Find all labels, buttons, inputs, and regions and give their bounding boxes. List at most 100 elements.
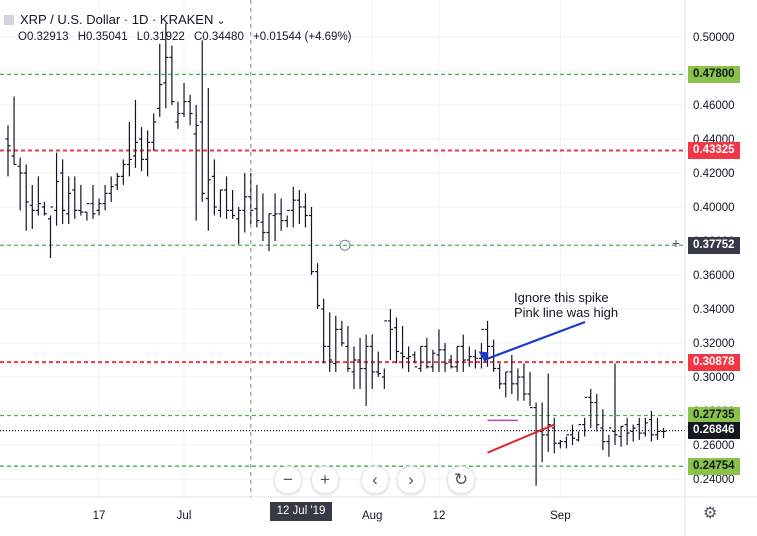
annotation-line-2: Pink line was high <box>514 305 619 320</box>
y-tick-label: 0.40000 <box>693 202 735 214</box>
high-value: H0.35041 <box>77 31 128 43</box>
drawings <box>250 0 586 497</box>
ohlc-bar <box>157 43 163 117</box>
ohlc-bar <box>636 417 642 440</box>
ohlc-bar <box>205 88 211 231</box>
ohlc-bar <box>187 94 193 126</box>
ohlc-bar <box>242 173 248 233</box>
ohlc-bar <box>618 425 624 447</box>
ohlc-bar <box>132 99 138 168</box>
gear-icon[interactable]: ⚙ <box>703 505 718 522</box>
ohlc-bar <box>35 176 41 216</box>
ohlc-bar <box>254 184 260 228</box>
price-label: 0.47800 <box>688 65 740 83</box>
x-tick-label: 12 <box>433 510 446 522</box>
x-tick-label: Aug <box>362 510 382 522</box>
add-alert-icon[interactable]: + <box>671 235 681 251</box>
annotation-line-1: Ignore this spike <box>514 290 609 305</box>
ohlc-bar <box>436 329 442 372</box>
ohlc-bar <box>387 309 393 360</box>
ohlc-bar <box>612 363 618 445</box>
ohlc-bar <box>381 320 387 389</box>
ohlc-bar <box>527 371 533 409</box>
price-label: 0.24754 <box>688 457 740 475</box>
close-value: C0.34480 <box>193 31 244 43</box>
symbol-header[interactable]: XRP / U.S. Dollar · 1D · KRAKEN ⌄ <box>4 12 226 27</box>
ohlc-bar <box>211 159 217 216</box>
ohlc-bar <box>642 417 648 437</box>
zoom-in-button[interactable]: + <box>311 466 339 494</box>
price-label: 0.37752 <box>688 236 740 254</box>
ohlc-bar <box>406 346 412 372</box>
ohlc-bars <box>5 23 667 486</box>
y-tick-label: 0.26000 <box>693 440 735 452</box>
ohlc-bar <box>369 334 375 389</box>
x-tick-label: 17 <box>93 510 106 522</box>
ohlc-bar <box>181 82 187 117</box>
ohlc-bar <box>66 176 72 224</box>
ohlc-bar <box>357 337 363 389</box>
ohlc-bar <box>648 411 654 442</box>
price-label: 0.43325 <box>688 141 740 159</box>
ohlc-bar <box>217 189 223 218</box>
ohlc-bar <box>654 417 660 440</box>
ohlc-bar <box>563 434 569 449</box>
ohlc-bar <box>557 439 563 449</box>
ohlc-bar <box>296 190 302 224</box>
ohlc-bar <box>321 298 327 364</box>
symbol-title: XRP / U.S. Dollar · 1D · KRAKEN <box>20 12 214 27</box>
ohlc-bar <box>454 345 460 372</box>
y-tick-label: 0.32000 <box>693 338 735 350</box>
ohlc-bar <box>551 417 557 454</box>
y-tick-label: 0.34000 <box>693 304 735 316</box>
ohlc-bar <box>114 173 120 190</box>
ohlc-bar <box>375 351 381 377</box>
ohlc-bar <box>582 396 588 437</box>
ohlc-bar <box>363 334 369 406</box>
ohlc-bar <box>309 207 314 275</box>
ohlc-bar <box>430 349 436 372</box>
chevron-down-icon[interactable]: ⌄ <box>216 15 226 27</box>
ohlc-bar <box>11 96 17 166</box>
ohlc-bar <box>503 371 509 398</box>
ohlc-bar <box>594 394 600 432</box>
ohlc-bar <box>96 198 102 216</box>
ohlc-bar <box>78 184 84 216</box>
horizontal-lines <box>0 73 685 467</box>
ohlc-readout: O0.32913 H0.35041 L0.31922 C0.34480 +0.0… <box>18 31 358 43</box>
scroll-left-button[interactable]: ‹ <box>361 466 389 494</box>
ohlc-bar <box>466 346 472 367</box>
grid <box>0 0 685 497</box>
scroll-right-button[interactable]: › <box>397 466 425 494</box>
y-tick-label: 0.42000 <box>693 168 735 180</box>
ohlc-bar <box>193 105 199 221</box>
symbol-icon <box>4 15 14 25</box>
ohlc-bar <box>333 315 339 372</box>
ohlc-bar <box>472 349 478 369</box>
ohlc-bar <box>169 45 175 105</box>
ohlc-bar <box>23 164 29 231</box>
zoom-out-button[interactable]: − <box>274 466 302 494</box>
arrow-shaft <box>485 320 586 361</box>
ohlc-bar <box>521 363 527 401</box>
ohlc-bar <box>570 424 576 445</box>
ohlc-bar <box>509 354 515 394</box>
ohlc-bar <box>624 417 630 445</box>
ohlc-bar <box>102 184 108 211</box>
ohlc-bar <box>260 193 266 241</box>
ohlc-bar <box>588 388 594 428</box>
y-tick-label: 0.46000 <box>693 100 735 112</box>
ohlc-bar <box>515 368 521 401</box>
ohlc-bar <box>545 373 551 452</box>
y-tick-label: 0.36000 <box>693 270 735 282</box>
low-value: L0.31922 <box>136 31 185 43</box>
support-trendline <box>487 423 555 454</box>
reset-chart-button[interactable]: ↻ <box>447 466 475 494</box>
ohlc-bar <box>448 354 454 369</box>
ohlc-bar <box>108 176 114 202</box>
crosshair-marker <box>339 239 351 251</box>
ohlc-bar <box>145 130 151 177</box>
price-label: 0.26846 <box>688 422 740 440</box>
ohlc-bar <box>90 184 96 219</box>
